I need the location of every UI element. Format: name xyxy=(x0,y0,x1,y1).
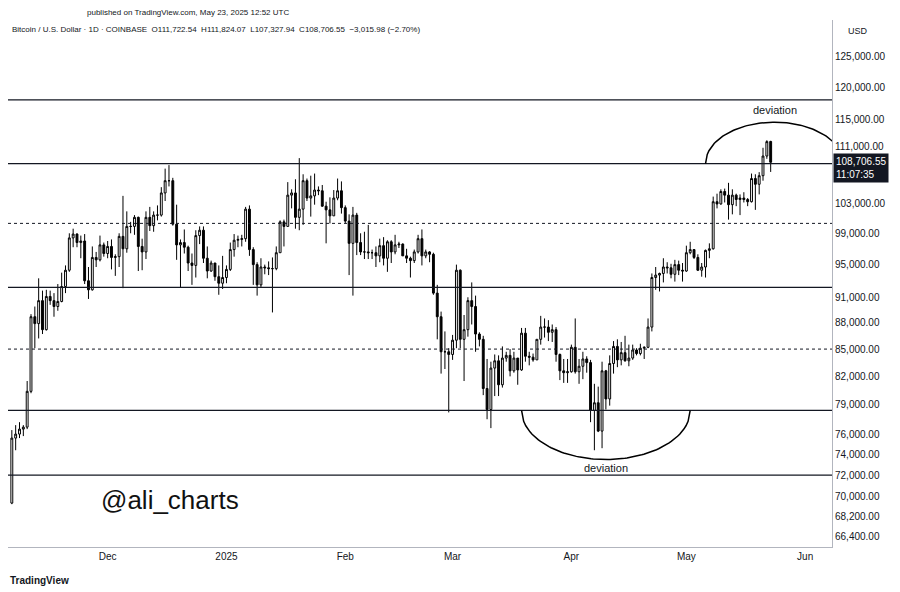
svg-text:125,000.00: 125,000.00 xyxy=(835,51,885,62)
svg-text:95,000.00: 95,000.00 xyxy=(835,259,880,270)
svg-text:May: May xyxy=(677,551,696,562)
svg-text:88,000.00: 88,000.00 xyxy=(835,317,880,328)
svg-text:91,000.00: 91,000.00 xyxy=(835,292,880,303)
svg-text:USD: USD xyxy=(848,26,868,36)
svg-text:72,000.00: 72,000.00 xyxy=(835,470,880,481)
svg-text:Jun: Jun xyxy=(797,551,813,562)
svg-text:TradingView: TradingView xyxy=(10,575,69,586)
svg-text:99,000.00: 99,000.00 xyxy=(835,228,880,239)
svg-text:published on TradingView.com,: published on TradingView.com, May 23, 20… xyxy=(87,8,289,17)
svg-text:82,000.00: 82,000.00 xyxy=(835,371,880,382)
svg-text:74,000.00: 74,000.00 xyxy=(835,449,880,460)
svg-text:Dec: Dec xyxy=(99,551,117,562)
svg-text:85,000.00: 85,000.00 xyxy=(835,344,880,355)
svg-text:79,000.00: 79,000.00 xyxy=(835,399,880,410)
svg-text:111,000.00: 111,000.00 xyxy=(835,141,884,152)
svg-text:115,000.00: 115,000.00 xyxy=(835,114,885,125)
svg-text:68,200.00: 68,200.00 xyxy=(835,511,880,522)
svg-text:deviation: deviation xyxy=(584,462,628,474)
svg-text:Apr: Apr xyxy=(564,551,580,562)
svg-text:66,400.00: 66,400.00 xyxy=(835,531,880,542)
svg-text:76,000.00: 76,000.00 xyxy=(835,429,880,440)
svg-text:Bitcoin / U.S. Dollar · 1D · C: Bitcoin / U.S. Dollar · 1D · COINBASE O1… xyxy=(12,25,420,34)
svg-text:70,000.00: 70,000.00 xyxy=(835,491,880,502)
svg-text:deviation: deviation xyxy=(753,104,797,116)
svg-text:103,000.00: 103,000.00 xyxy=(835,198,885,209)
svg-text:108,706.5511:07:35: 108,706.5511:07:35 xyxy=(836,156,886,180)
svg-text:120,000.00: 120,000.00 xyxy=(835,82,885,93)
svg-text:Feb: Feb xyxy=(337,551,355,562)
svg-text:Mar: Mar xyxy=(444,551,462,562)
svg-text:@ali_charts: @ali_charts xyxy=(101,485,239,515)
svg-text:2025: 2025 xyxy=(215,551,238,562)
